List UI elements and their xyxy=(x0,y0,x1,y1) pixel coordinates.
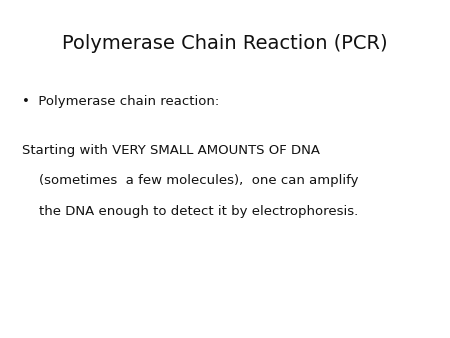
Text: Polymerase Chain Reaction (PCR): Polymerase Chain Reaction (PCR) xyxy=(62,34,388,53)
Text: •  Polymerase chain reaction:: • Polymerase chain reaction: xyxy=(22,95,220,108)
Text: Starting with VERY SMALL AMOUNTS OF DNA: Starting with VERY SMALL AMOUNTS OF DNA xyxy=(22,144,320,157)
Text: (sometimes  a few molecules),  one can amplify: (sometimes a few molecules), one can amp… xyxy=(22,174,359,187)
Text: the DNA enough to detect it by electrophoresis.: the DNA enough to detect it by electroph… xyxy=(22,205,359,218)
